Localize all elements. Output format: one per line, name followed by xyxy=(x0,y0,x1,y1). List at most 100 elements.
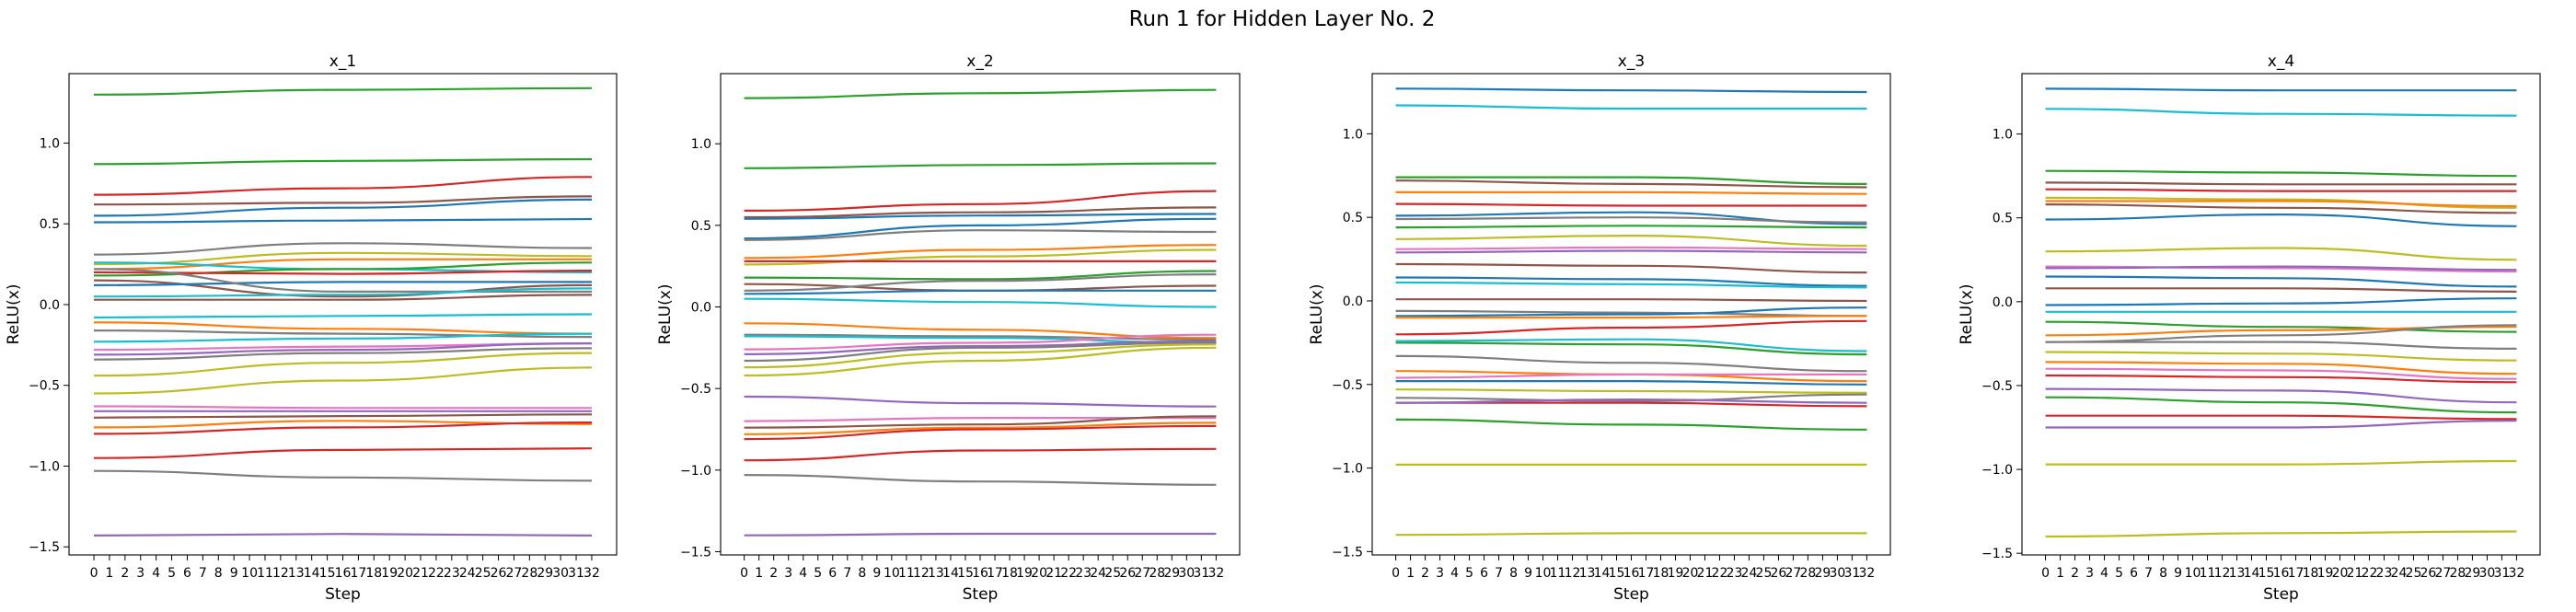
x-tick-label: 8 xyxy=(2159,566,2167,581)
series-line-14 xyxy=(2045,287,2517,293)
y-axis-label: ReLU(x) xyxy=(5,284,23,345)
series-line-21 xyxy=(744,341,1217,363)
series-line-15 xyxy=(744,297,1217,308)
series-line-4 xyxy=(1395,179,1867,189)
x-tick-label: 29 xyxy=(2465,566,2481,581)
y-tick-label: −0.5 xyxy=(29,379,60,394)
series-line-27 xyxy=(93,405,592,410)
x-tick-label: 26 xyxy=(1119,566,1136,581)
x-tick-label: 1 xyxy=(1406,566,1415,581)
x-tick-label: 9 xyxy=(872,566,881,581)
x-tick-label: 19 xyxy=(1016,566,1033,581)
series-line-8 xyxy=(93,251,593,266)
series-line-3 xyxy=(744,190,1217,212)
x-tick-label: 1 xyxy=(755,566,763,581)
x-tick-label: 31 xyxy=(1844,566,1861,581)
y-tick-label: −0.5 xyxy=(1981,379,2013,394)
x-tick-label: 10 xyxy=(884,566,900,581)
y-tick-label: 1.0 xyxy=(1343,127,1363,142)
series-line-1 xyxy=(744,88,1217,99)
x-tick-label: 25 xyxy=(1756,566,1773,581)
series-line-11 xyxy=(744,270,1217,281)
series-line-19 xyxy=(1395,315,1867,319)
y-tick-label: 1.0 xyxy=(1993,128,2013,143)
series-line-20 xyxy=(1395,319,1867,336)
series-line-22 xyxy=(2045,361,2517,375)
y-tick-label: 0.0 xyxy=(1343,294,1363,309)
series-line-10 xyxy=(1395,234,1867,248)
x-tick-label: 26 xyxy=(491,566,507,581)
subplot-2: 0 1 2 3 4 5 6 7 8 9 101112131415161718192021222324… xyxy=(656,52,1241,604)
x-tick-label: 20 xyxy=(1682,566,1699,581)
x-tick-label: 0 xyxy=(2041,566,2050,581)
series-line-8 xyxy=(2045,203,2517,214)
x-tick-label: 7 xyxy=(1495,566,1503,581)
x-tick-label: 22 xyxy=(428,566,445,581)
series-line-8 xyxy=(744,244,1217,260)
x-tick-label: 6 xyxy=(828,566,837,581)
x-tick-label: 23 xyxy=(444,566,460,581)
series-line-8 xyxy=(1395,216,1867,224)
x-tick-label: 14 xyxy=(1594,566,1611,581)
x-tick-label: 30 xyxy=(2479,566,2496,581)
x-tick-label: 9 xyxy=(2174,566,2182,581)
x-tick-label: 5 xyxy=(167,566,176,581)
x-tick-label: 4 xyxy=(152,566,160,581)
series-line-22 xyxy=(744,343,1217,369)
x-tick-label: 29 xyxy=(1163,566,1180,581)
series-line-17 xyxy=(94,294,593,301)
series-line-14 xyxy=(1395,276,1867,287)
x-tick-label: 10 xyxy=(241,566,258,581)
y-tick-label: 0.5 xyxy=(1993,212,2013,226)
y-tick-label: 1.0 xyxy=(691,137,711,152)
figure-title: Run 1 for Hidden Layer No. 2 xyxy=(1129,7,1436,31)
subplot-1: 0 1 2 3 4 5 6 7 8 9 10 11 12 13 14 15 16 17 18 19 20 21 22 23 24… xyxy=(5,52,618,604)
series-line-24 xyxy=(744,395,1217,408)
axes-frame xyxy=(720,73,1241,556)
series-line-31 xyxy=(744,532,1217,537)
x-tick-label: 12 xyxy=(913,566,930,581)
x-tick-label: 5 xyxy=(2115,566,2123,581)
series-line-12 xyxy=(93,270,593,275)
series-line-18 xyxy=(93,313,593,319)
x-tick-label: 13 xyxy=(2229,566,2246,581)
series-line-16 xyxy=(93,287,593,298)
x-tick-label: 21 xyxy=(1697,566,1714,581)
series-line-29 xyxy=(2045,459,2517,466)
series-line-30 xyxy=(744,474,1217,486)
y-tick-label: −1.0 xyxy=(29,459,60,474)
x-tick-label: 20 xyxy=(2332,566,2349,581)
y-tick-label: −1.0 xyxy=(680,464,711,479)
x-tick-label: 8 xyxy=(858,566,866,581)
x-tick-label: 15 xyxy=(957,566,974,581)
series-line-6 xyxy=(93,217,593,224)
series-line-22 xyxy=(1395,338,1867,352)
x-tick-label: 8 xyxy=(214,566,223,581)
x-tick-label: 11 xyxy=(1550,566,1566,581)
x-tick-label: 3 xyxy=(1436,566,1444,581)
series-line-12 xyxy=(1395,249,1867,254)
series-line-6 xyxy=(744,217,1217,240)
x-tick-label: 24 xyxy=(1090,566,1106,581)
x-tick-label: 14 xyxy=(2244,566,2260,581)
axes-frame xyxy=(2021,73,2541,556)
x-tick-label: 25 xyxy=(1104,566,1121,581)
series-line-9 xyxy=(2045,213,2517,227)
series-line-26 xyxy=(2045,396,2517,414)
series-line-15 xyxy=(1395,281,1867,289)
x-tick-label: 2 xyxy=(769,566,778,581)
series-line-6 xyxy=(2045,196,2517,209)
x-tick-label: 23 xyxy=(2376,566,2393,581)
x-tick-label: 11 xyxy=(257,566,273,581)
x-tick-label: 24 xyxy=(1741,566,1758,581)
x-axis-label: Step xyxy=(963,585,999,604)
series-line-34 xyxy=(93,533,593,537)
x-tick-label: 28 xyxy=(521,566,537,581)
x-axis-label: Step xyxy=(325,585,361,604)
series-line-1 xyxy=(93,87,593,96)
series-line-23 xyxy=(1395,354,1867,373)
x-tick-label: 17 xyxy=(350,566,366,581)
series-line-1 xyxy=(2045,87,2517,92)
x-tick-label: 10 xyxy=(2185,566,2201,581)
